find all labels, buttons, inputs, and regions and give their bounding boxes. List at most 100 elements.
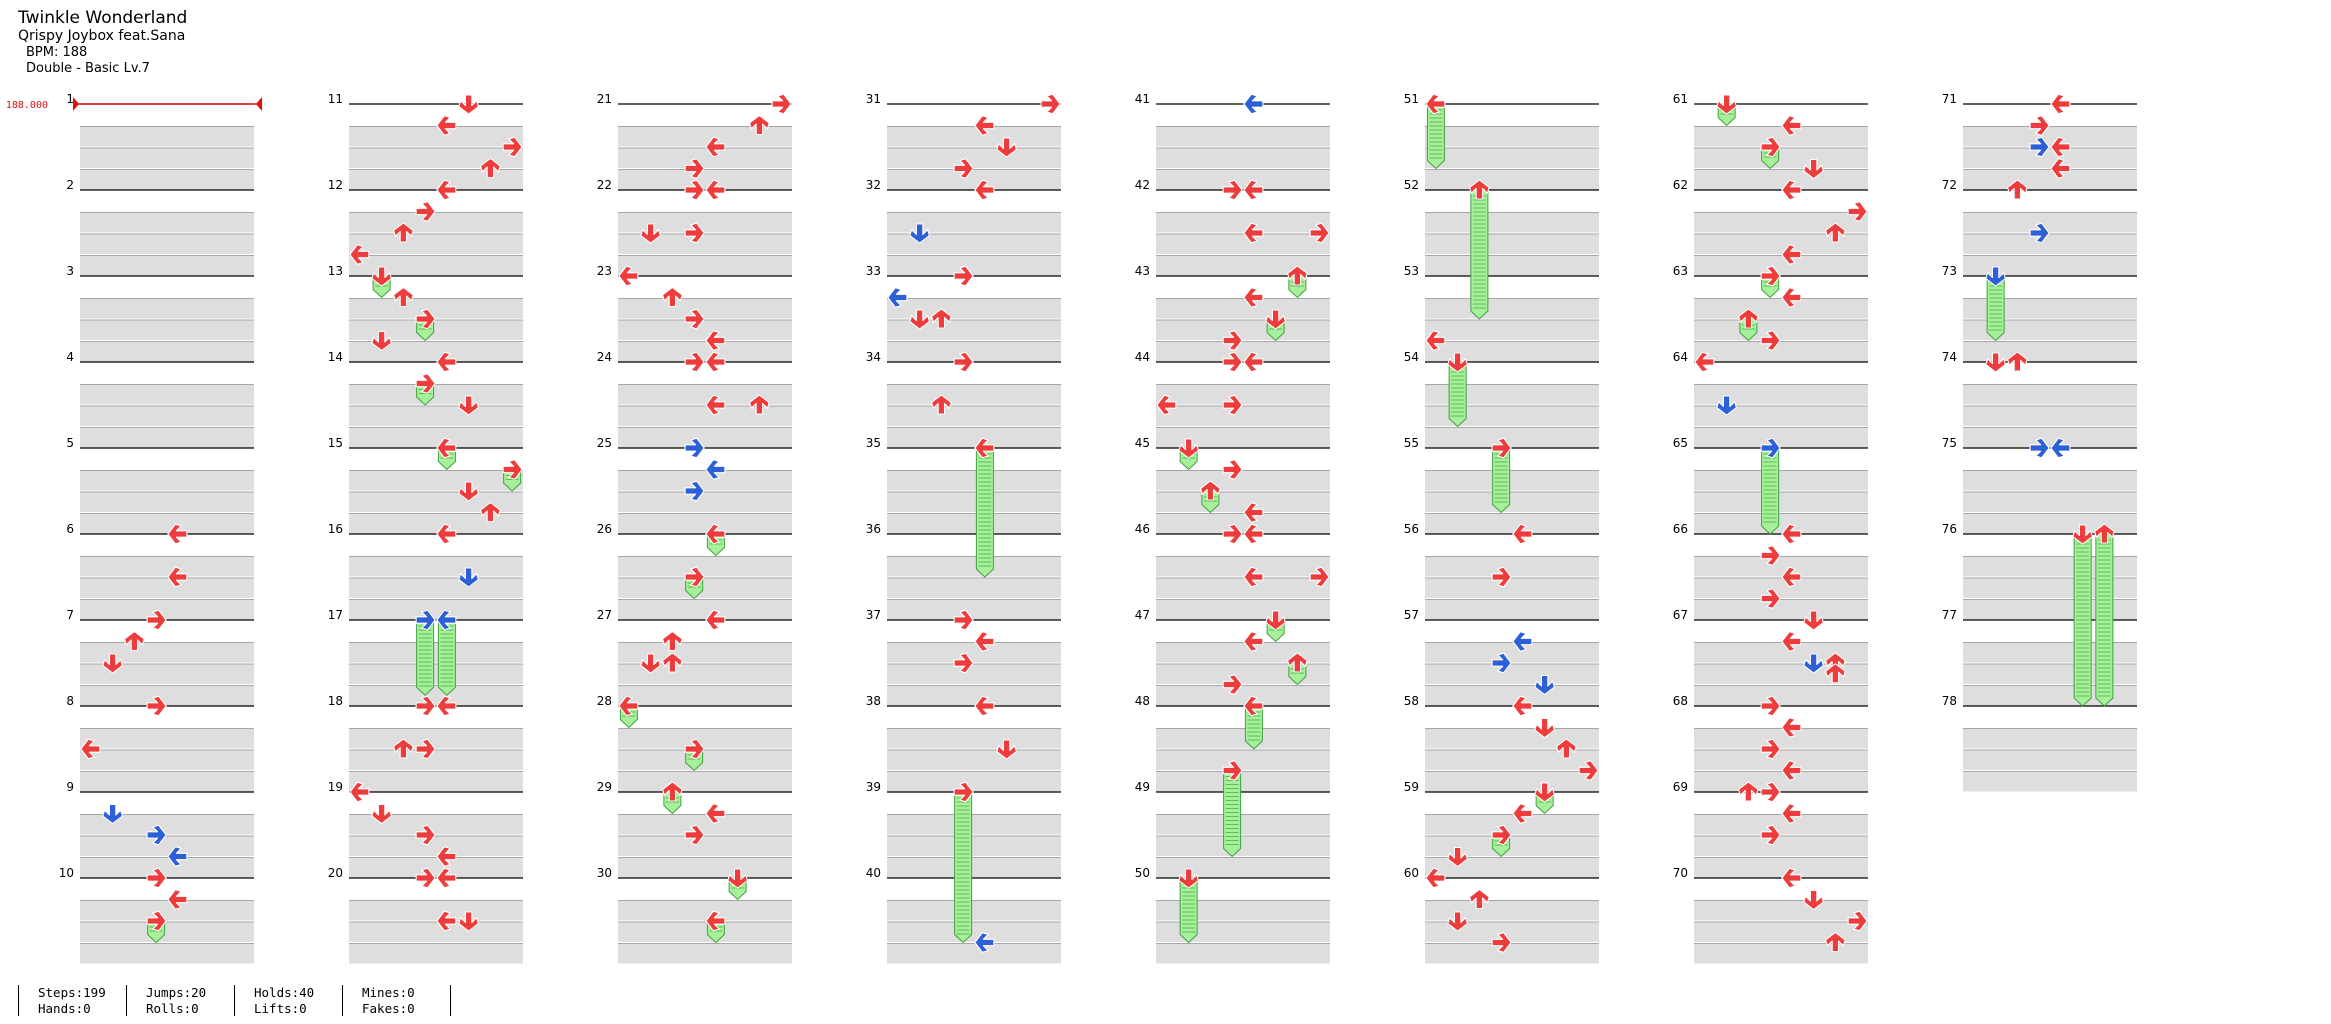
beat-band	[1694, 771, 1868, 792]
beat-band	[887, 341, 1061, 362]
measure-30: 30	[597, 866, 792, 964]
arrow-left-icon	[2050, 93, 2071, 115]
arrow-left-icon	[1512, 695, 1533, 717]
measure-number: 38	[866, 694, 881, 708]
measure-49: 49	[1135, 780, 1330, 878]
measure-number: 68	[1673, 694, 1688, 708]
arrow-right-icon	[415, 867, 436, 889]
beat-band	[618, 728, 792, 749]
beat-band	[80, 492, 254, 512]
arrow-right-icon	[684, 437, 705, 459]
measure-1: 1	[66, 92, 254, 190]
beat-band	[887, 556, 1061, 577]
beat-band	[887, 728, 1061, 749]
beat-band	[1156, 771, 1330, 792]
beat-band	[349, 900, 523, 921]
beat-band	[1694, 341, 1868, 362]
beat-band	[1963, 406, 2137, 426]
arrow-down-icon	[458, 94, 479, 115]
beat-band	[887, 750, 1061, 770]
beat-band	[887, 922, 1061, 942]
measure-76: 76	[1942, 522, 2137, 620]
beat-band	[1425, 255, 1599, 276]
arrow-left-icon	[436, 867, 457, 889]
arrow-right-icon	[1491, 652, 1512, 674]
beat-band	[618, 900, 792, 921]
arrow-right-icon	[1760, 545, 1781, 566]
arrow-right-icon	[1491, 824, 1512, 846]
arrow-right-icon	[502, 136, 523, 158]
arrow-left-icon	[1243, 287, 1264, 308]
beat-band	[1156, 427, 1330, 448]
arrow-down-icon	[1803, 889, 1824, 911]
beat-band	[349, 728, 523, 749]
arrow-left-icon	[1243, 351, 1264, 373]
beat-band	[1156, 836, 1330, 856]
beat-band	[1963, 470, 2137, 491]
measure-19: 19	[328, 780, 523, 878]
beat-band	[1694, 320, 1868, 340]
beat-band	[349, 513, 523, 534]
arrow-left-icon	[1781, 115, 1802, 136]
beat-band	[887, 148, 1061, 168]
beat-band	[1425, 857, 1599, 878]
arrow-up-icon	[931, 394, 952, 415]
arrow-right-icon	[1309, 566, 1330, 588]
beat-band	[618, 298, 792, 319]
arrow-right-icon	[502, 459, 523, 480]
beat-band	[1963, 341, 2137, 362]
beat-band	[887, 234, 1061, 254]
arrow-down-icon	[371, 803, 392, 825]
beat-band	[1694, 664, 1868, 684]
beat-band	[1694, 169, 1868, 190]
arrow-right-icon	[1760, 437, 1781, 459]
beat-band	[1156, 341, 1330, 362]
beat-band	[1156, 492, 1330, 512]
arrow-down-icon	[371, 266, 392, 287]
measure-55: 55	[1404, 436, 1599, 534]
measure-12: 12	[328, 178, 523, 276]
beat-band	[887, 406, 1061, 426]
beat-band	[349, 320, 523, 340]
beat-band	[349, 685, 523, 706]
measure-28: 28	[597, 694, 792, 792]
measure-75: 75	[1942, 436, 2137, 534]
beat-band	[1156, 857, 1330, 878]
beat-band	[1425, 900, 1599, 921]
beat-band	[80, 943, 254, 964]
beat-band	[618, 642, 792, 663]
measure-number: 72	[1942, 178, 1957, 192]
beat-band	[1425, 771, 1599, 792]
measure-number: 50	[1135, 866, 1150, 880]
beat-band	[349, 750, 523, 770]
arrow-down-icon	[1803, 653, 1824, 674]
measure-number: 77	[1942, 608, 1957, 622]
beat-band	[887, 126, 1061, 147]
arrow-left-icon	[1781, 244, 1802, 265]
arrow-left-icon	[436, 846, 457, 867]
arrow-right-icon	[953, 609, 974, 631]
beat-band	[1963, 728, 2137, 749]
beat-band	[887, 513, 1061, 534]
stat-mines: Mines:0	[362, 985, 415, 1000]
measure-7: 7	[66, 608, 254, 706]
arrow-up-icon	[480, 501, 501, 523]
arrow-left-icon	[349, 244, 370, 265]
arrow-right-icon	[415, 824, 436, 846]
arrow-right-icon	[1760, 781, 1781, 803]
beat-band	[1963, 212, 2137, 233]
arrow-right-icon	[415, 609, 436, 631]
arrow-left-icon	[1512, 631, 1533, 652]
arrow-left-icon	[1243, 502, 1264, 523]
measure-57: 57	[1404, 608, 1599, 706]
beat-band	[349, 857, 523, 878]
arrow-right-icon	[684, 824, 705, 846]
beat-band	[618, 492, 792, 512]
measure-52: 52	[1404, 178, 1599, 276]
arrow-right-icon	[1222, 351, 1243, 373]
measure-number: 42	[1135, 178, 1150, 192]
measure-24: 24	[597, 350, 792, 448]
hold-note	[1426, 103, 1445, 170]
beat-band	[618, 750, 792, 770]
beat-band	[1156, 234, 1330, 254]
